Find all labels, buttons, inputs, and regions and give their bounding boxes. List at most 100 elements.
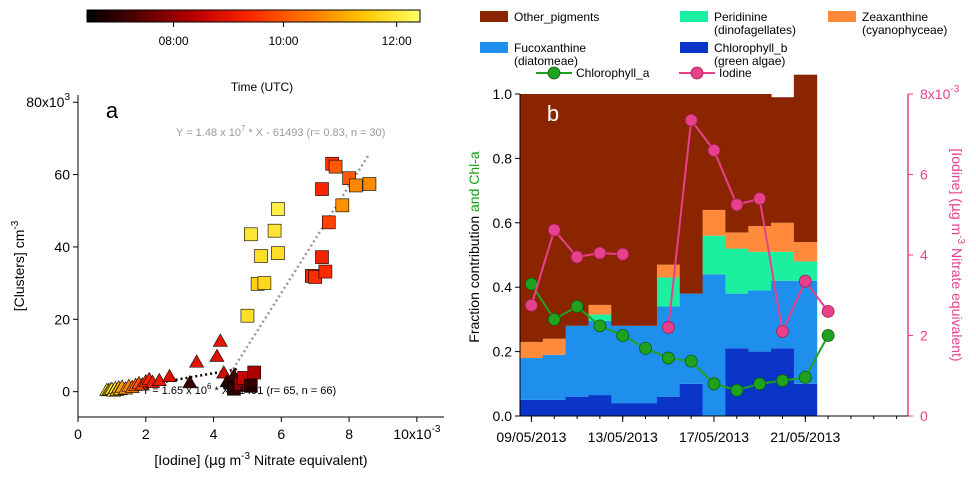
x-tick-label: 10x10-3 xyxy=(393,424,440,442)
triangle-point xyxy=(209,348,225,362)
bar-segment xyxy=(793,261,818,281)
x-tick-text: 2 xyxy=(142,426,150,442)
iodine-point xyxy=(661,321,675,334)
iodine-point xyxy=(684,113,698,127)
square-point xyxy=(349,178,363,193)
colorbar-tick-label: 08:00 xyxy=(159,34,189,48)
y-tick-label: 60 xyxy=(54,167,70,183)
chlorophyll-a-point xyxy=(570,300,584,313)
bar-segment xyxy=(771,251,795,281)
y-tick-text: 80x10 xyxy=(26,94,64,110)
y2-tick-text: 4 xyxy=(920,247,928,263)
square-point xyxy=(240,308,255,323)
x-tick-label: 2 xyxy=(142,426,150,442)
bar-segment xyxy=(611,325,635,404)
bar-segment xyxy=(520,94,544,342)
x-tick-label: 4 xyxy=(210,426,218,442)
y-tick-label: 80x103 xyxy=(26,92,70,110)
colorbar-tick-label: 12:00 xyxy=(382,34,412,48)
chlorophyll-a-point xyxy=(639,341,652,355)
legend-chlorophyll-a-label: Chlorophyll_a xyxy=(576,66,650,80)
legend-fucoxanthine-label: Fucoxanthine xyxy=(514,41,586,55)
bar-segment xyxy=(542,399,567,416)
fit-label-upper: Y = 1.48 x 107 * X - 61493 (r= 0.83, n =… xyxy=(176,124,385,139)
legend-other-pigments-label: Other_pigments xyxy=(514,10,599,24)
y-title-b-part: Fraction contribution xyxy=(466,212,482,343)
legend-other-pigments-swatch xyxy=(480,11,508,22)
legend-peridinine-label: Peridinine xyxy=(714,10,768,24)
bar-segment xyxy=(565,396,589,416)
triangle-point xyxy=(182,375,198,389)
iodine-point xyxy=(616,247,630,261)
bar-segment xyxy=(725,248,749,294)
y-tick-label: 20 xyxy=(54,311,70,327)
square-point xyxy=(247,365,262,380)
chlorophyll-a-point xyxy=(684,354,698,368)
bar-segment xyxy=(542,338,567,355)
y-tick-label-b: 0.6 xyxy=(493,215,513,231)
chlorophyll-a-point xyxy=(753,377,767,391)
y-tick-label: 40 xyxy=(54,239,70,255)
legend-chlorophyll-b-label: (green algae) xyxy=(714,54,785,68)
chlorophyll-a-point xyxy=(707,377,721,391)
legend-chlorophyll-b-swatch xyxy=(680,42,708,53)
y-tick-text: 60 xyxy=(54,167,70,183)
legend-zeaxanthine-swatch xyxy=(828,11,856,22)
bar-segment xyxy=(520,399,544,416)
bar-segment xyxy=(725,232,749,249)
square-point xyxy=(267,223,282,238)
y-axis-title: [Clusters] cm-3 xyxy=(10,220,27,311)
y2-title-mu: μ xyxy=(948,203,964,212)
bar-segment xyxy=(725,293,749,349)
colorbar-bar xyxy=(86,9,421,23)
x-title-part: g m xyxy=(218,452,241,468)
x-tick-text: 0 xyxy=(74,426,82,442)
triangle-point xyxy=(212,333,228,347)
bar-segment xyxy=(702,235,726,275)
triangle-point xyxy=(189,354,205,368)
bar-segment xyxy=(748,94,772,227)
iodine-point xyxy=(776,325,789,338)
y2-tick-label: 0 xyxy=(920,408,928,424)
square-point xyxy=(244,379,258,393)
bar-segment xyxy=(771,97,795,223)
bar-segment xyxy=(656,264,681,278)
time-colorbar: 08:00 10:00 12:00 Time (UTC) xyxy=(86,9,421,94)
chlorophyll-a-point xyxy=(616,329,630,342)
y-tick-label-b: 0.4 xyxy=(493,279,513,295)
legend-zeaxanthine-label: Zeaxanthine xyxy=(862,10,928,24)
y-tick-label-b: 1.0 xyxy=(493,86,513,102)
y-tick-label-b: 0.2 xyxy=(493,344,513,360)
bar-segment xyxy=(520,358,544,400)
legend-peridinine-label: (dinofagellates) xyxy=(714,23,796,37)
chlorophyll-a-point xyxy=(776,374,789,387)
chlorophyll-a-point xyxy=(798,370,812,384)
fit-label-lower: Y = 1.65 x 106 * X - 1491 (r= 65, n = 66… xyxy=(142,382,336,397)
square-point xyxy=(362,177,377,191)
bar-segment xyxy=(634,94,658,326)
legend-peridinine-swatch xyxy=(680,11,708,22)
bar-segment xyxy=(588,321,612,396)
x-tick-sup: -3 xyxy=(432,424,441,435)
bar-segment xyxy=(793,242,818,262)
x-tick-label-b: 17/05/2013 xyxy=(679,429,749,445)
y2-axis-title: [Iodine] (μg m-3 Nitrate equivalent) xyxy=(948,148,966,361)
x-axis-title: [Iodine] (μg m-3 Nitrate equivalent) xyxy=(154,451,367,469)
y2-tick-label: 4 xyxy=(920,247,928,263)
bar-segment xyxy=(656,396,681,416)
bar-segment xyxy=(565,325,589,397)
y-axis-title-b: Fraction contribution and Chl-a xyxy=(466,151,482,343)
iodine-point xyxy=(547,223,561,237)
chlorophyll-a-point xyxy=(730,383,744,397)
fit-line xyxy=(229,152,371,374)
legend-panel-b: Other_pigments Peridinine(dinofagellates)… xyxy=(480,10,947,80)
bar-segment xyxy=(611,94,635,326)
iodine-point xyxy=(798,274,812,288)
fit-label-sup: 6 xyxy=(207,382,212,391)
bar-segment xyxy=(565,94,589,326)
y-tick-label: 0 xyxy=(62,384,70,400)
y-tick-text: 0 xyxy=(62,384,70,400)
